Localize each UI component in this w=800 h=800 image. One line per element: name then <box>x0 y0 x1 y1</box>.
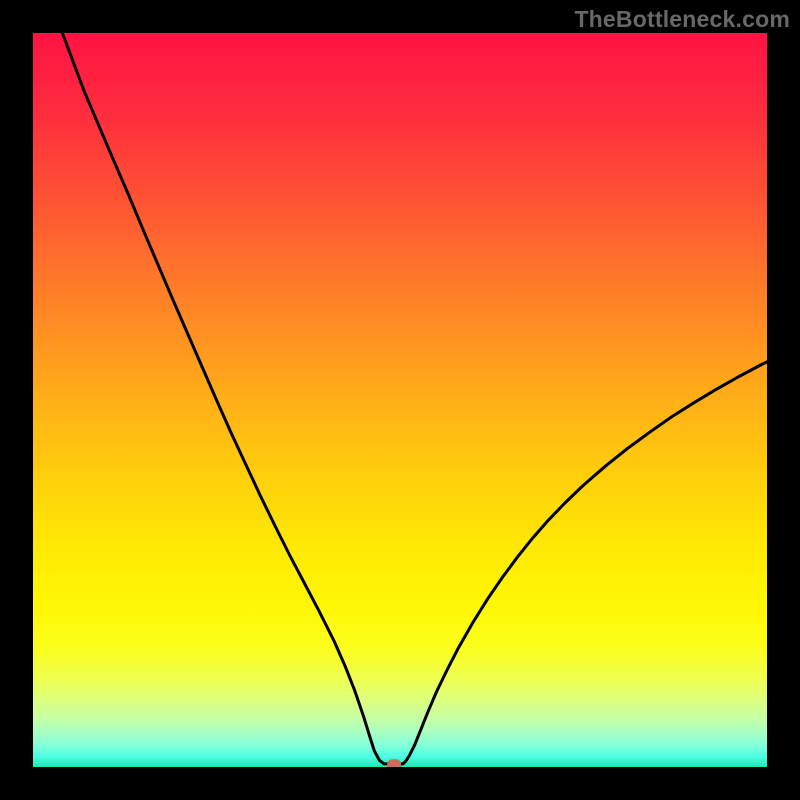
plot-area <box>33 33 767 767</box>
optimal-point-marker <box>387 759 401 767</box>
stage: TheBottleneck.com <box>0 0 800 800</box>
watermark-text: TheBottleneck.com <box>574 6 790 33</box>
chart-background <box>33 33 767 767</box>
plot-svg <box>33 33 767 767</box>
